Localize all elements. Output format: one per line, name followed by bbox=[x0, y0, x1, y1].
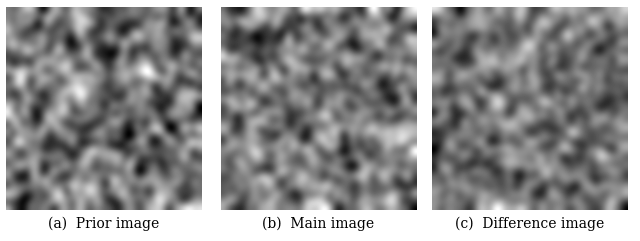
Text: (a)  Prior image: (a) Prior image bbox=[49, 217, 159, 231]
Text: (c)  Difference image: (c) Difference image bbox=[455, 217, 604, 231]
Text: (b)  Main image: (b) Main image bbox=[262, 217, 374, 231]
